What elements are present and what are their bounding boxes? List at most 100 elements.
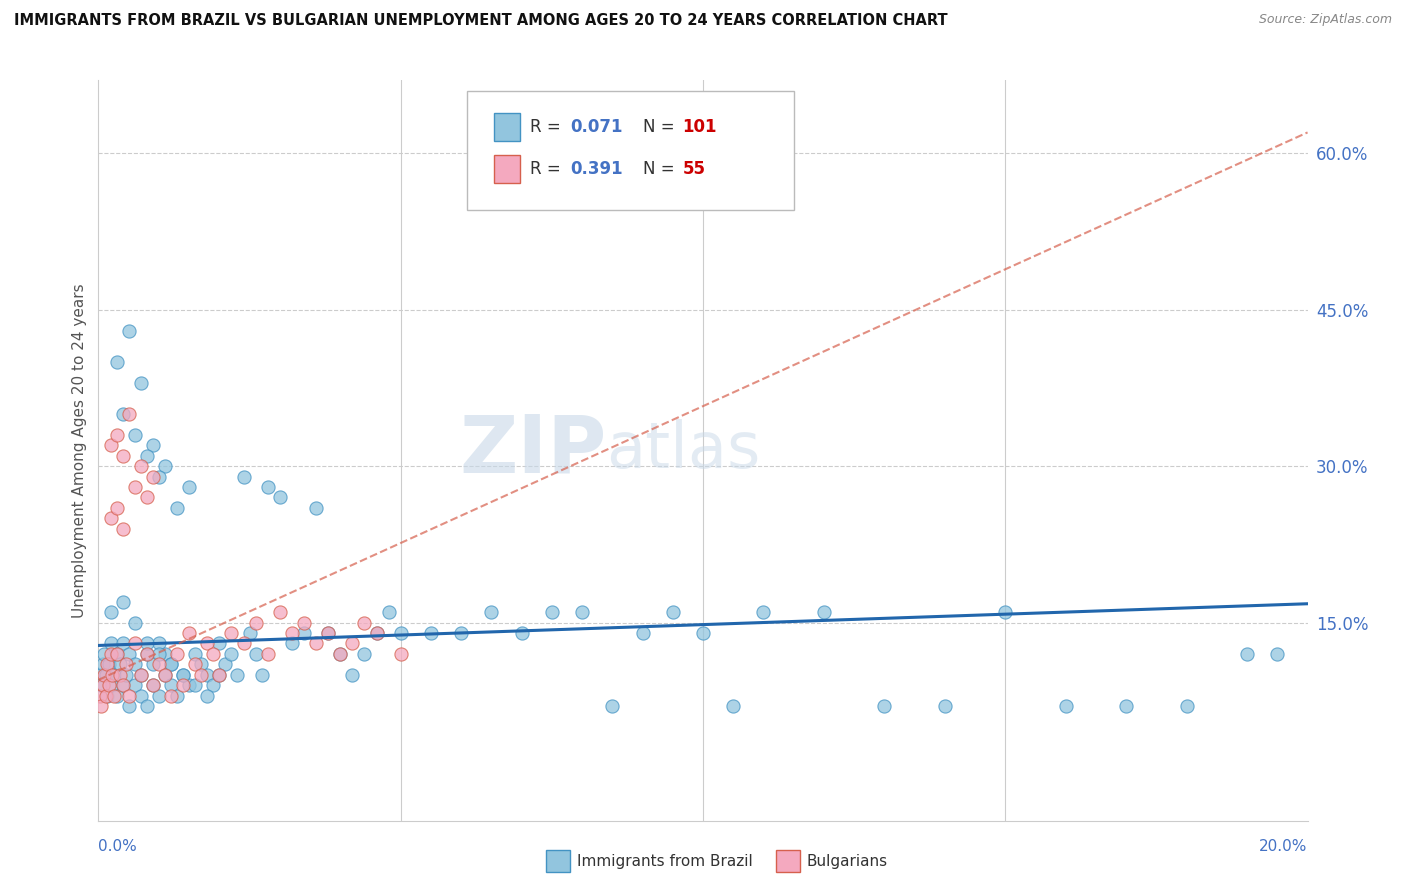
Point (98, 657, 121, 672)
Text: 0.391: 0.391 (569, 161, 623, 178)
Text: atlas: atlas (606, 419, 761, 482)
Point (129, 376, 152, 390)
Point (148, 469, 170, 483)
Point (124, 636, 146, 650)
Point (129, 689, 152, 703)
Point (190, 667, 212, 681)
Point (184, 647, 207, 661)
Point (221, 647, 243, 661)
Point (269, 491, 291, 505)
Text: 0.0%: 0.0% (98, 839, 138, 855)
Point (142, 678, 165, 692)
FancyBboxPatch shape (494, 155, 520, 183)
Point (813, 605, 835, 619)
Point (1054, 698, 1077, 713)
Point (118, 647, 141, 661)
Point (153, 647, 176, 661)
Point (153, 459, 176, 474)
Point (124, 615, 146, 630)
Point (661, 605, 683, 619)
Point (510, 626, 533, 640)
Point (195, 667, 218, 681)
Point (1267, 647, 1289, 661)
Point (153, 667, 176, 681)
Point (172, 667, 194, 681)
FancyBboxPatch shape (546, 850, 569, 872)
Point (100, 605, 122, 619)
Point (160, 657, 183, 672)
Point (114, 667, 136, 681)
Point (723, 698, 745, 713)
Point (571, 605, 593, 619)
Point (269, 605, 291, 619)
Point (105, 689, 128, 703)
Point (1236, 647, 1258, 661)
Point (190, 657, 212, 672)
Point (353, 647, 375, 661)
Point (142, 438, 165, 452)
Point (100, 636, 122, 650)
Point (111, 449, 134, 463)
Point (226, 667, 249, 681)
Point (179, 480, 201, 494)
Point (118, 698, 141, 713)
Point (142, 678, 165, 692)
Point (124, 427, 146, 442)
Point (111, 407, 134, 421)
Point (232, 469, 254, 483)
Point (305, 636, 328, 650)
Point (100, 667, 122, 681)
Point (202, 647, 225, 661)
Point (208, 636, 231, 650)
Point (245, 647, 267, 661)
Point (103, 667, 125, 681)
Point (179, 626, 201, 640)
Point (124, 480, 146, 494)
Point (195, 636, 218, 650)
Point (692, 626, 714, 640)
Point (153, 667, 176, 681)
Point (129, 459, 152, 474)
Point (91, 678, 114, 692)
Point (208, 667, 231, 681)
Point (93, 647, 115, 661)
Point (202, 678, 225, 692)
Text: N =: N = (643, 118, 679, 136)
Point (94, 667, 117, 681)
Text: Immigrants from Brazil: Immigrants from Brazil (578, 854, 754, 869)
Text: Bulgarians: Bulgarians (807, 854, 889, 869)
Text: 101: 101 (682, 118, 717, 136)
Point (631, 626, 654, 640)
Text: N =: N = (643, 161, 679, 178)
Point (934, 698, 956, 713)
Point (166, 647, 188, 661)
Point (105, 647, 128, 661)
Point (1175, 698, 1198, 713)
Point (135, 698, 157, 713)
Point (100, 438, 122, 452)
FancyBboxPatch shape (776, 850, 800, 872)
Point (103, 689, 125, 703)
Point (129, 667, 152, 681)
Point (98, 678, 121, 692)
Point (994, 605, 1017, 619)
Point (245, 615, 267, 630)
Point (105, 427, 128, 442)
Point (160, 678, 183, 692)
Point (256, 647, 278, 661)
Point (166, 689, 188, 703)
Point (342, 636, 364, 650)
Point (108, 667, 131, 681)
Point (124, 657, 146, 672)
Point (148, 689, 170, 703)
Point (118, 689, 141, 703)
Point (160, 657, 183, 672)
Point (108, 657, 131, 672)
Point (232, 636, 254, 650)
Point (124, 678, 146, 692)
Point (366, 626, 388, 640)
Point (292, 615, 315, 630)
Point (111, 678, 134, 692)
Point (389, 647, 412, 661)
Point (135, 647, 157, 661)
